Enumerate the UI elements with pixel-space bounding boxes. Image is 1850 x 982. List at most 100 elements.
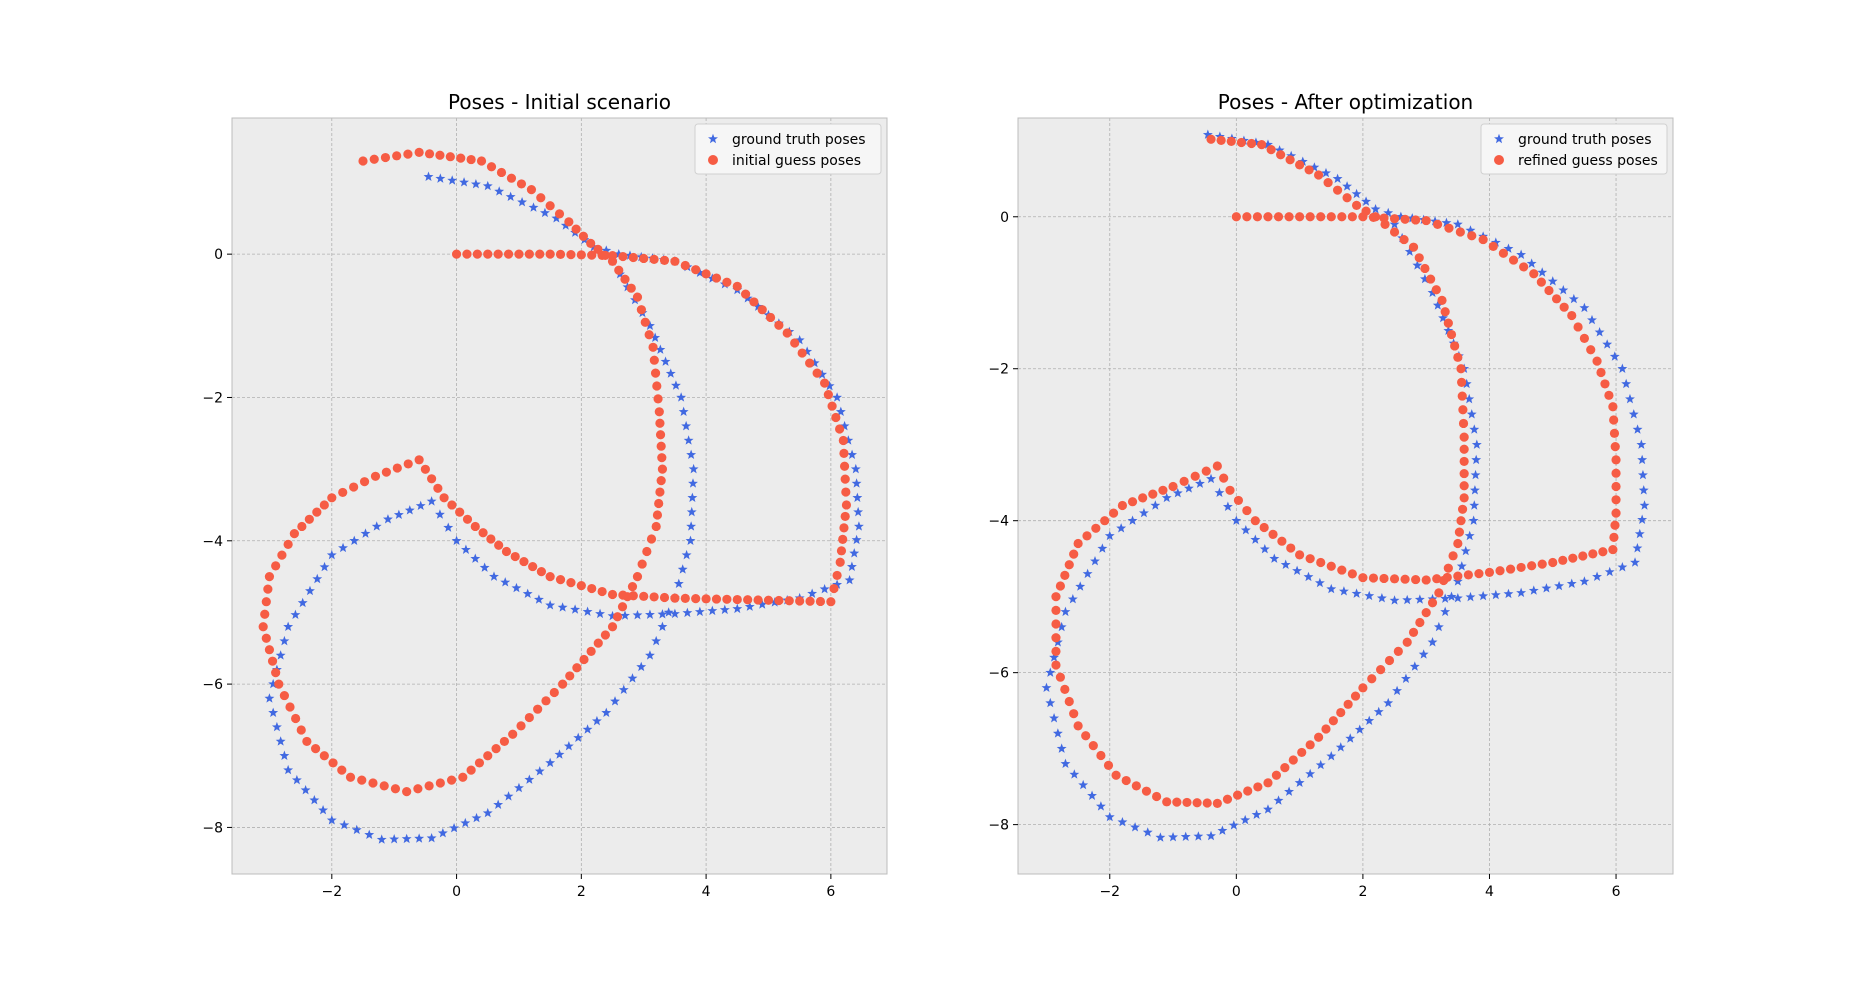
data-point <box>1225 485 1235 495</box>
data-point <box>1182 797 1192 808</box>
data-point <box>1326 751 1337 761</box>
data-point <box>1172 487 1183 498</box>
data-point <box>297 521 307 532</box>
data-point <box>636 305 646 315</box>
data-point <box>1409 661 1420 671</box>
data-point <box>506 173 517 183</box>
data-point <box>1251 137 1261 147</box>
data-point <box>578 231 589 241</box>
data-point <box>478 528 488 538</box>
data-point <box>1459 468 1469 479</box>
data-point <box>1332 185 1343 195</box>
data-point <box>1484 567 1495 577</box>
data-point <box>582 724 593 734</box>
data-point <box>685 535 696 545</box>
data-point <box>1095 801 1106 811</box>
data-point <box>1469 485 1480 495</box>
data-point <box>1192 798 1202 808</box>
data-point <box>732 281 742 291</box>
data-point <box>296 725 306 735</box>
data-point <box>470 521 480 532</box>
data-point <box>579 654 589 665</box>
data-point <box>663 607 674 617</box>
x-tick-label: 2 <box>1358 884 1367 900</box>
data-point <box>370 471 381 481</box>
data-point <box>534 766 545 776</box>
data-point <box>503 249 514 259</box>
data-point <box>528 561 538 572</box>
data-point <box>328 758 338 768</box>
data-point <box>1440 307 1450 317</box>
data-point <box>471 812 482 823</box>
data-point <box>838 435 848 446</box>
data-point <box>297 597 308 608</box>
data-point <box>671 380 681 390</box>
data-point <box>1455 227 1465 237</box>
data-point <box>1337 212 1347 222</box>
data-point <box>1127 497 1138 507</box>
data-point <box>1395 211 1406 221</box>
data-point <box>686 449 697 459</box>
data-point <box>1443 325 1454 335</box>
data-point <box>1090 556 1100 566</box>
data-point <box>680 260 690 271</box>
data-point <box>1379 573 1389 584</box>
data-point <box>516 721 526 731</box>
data-point <box>836 546 847 556</box>
data-point <box>447 500 457 510</box>
data-point <box>607 610 618 621</box>
data-point <box>835 406 846 417</box>
data-point <box>1465 225 1476 235</box>
data-point <box>591 715 602 726</box>
x-tick-label: 0 <box>1232 884 1241 900</box>
data-point <box>1316 212 1326 222</box>
data-point <box>831 412 841 423</box>
data-point <box>1257 139 1267 150</box>
data-point <box>364 829 375 839</box>
data-point <box>376 834 387 844</box>
data-point <box>1361 196 1372 206</box>
data-point <box>620 274 630 284</box>
data-point <box>840 474 850 484</box>
data-point <box>1408 242 1419 252</box>
data-point <box>1096 750 1106 761</box>
data-point <box>681 549 692 560</box>
data-point <box>722 594 732 604</box>
data-point <box>545 201 555 211</box>
data-point <box>1559 302 1569 312</box>
data-point <box>312 507 322 517</box>
data-point <box>1097 543 1108 553</box>
data-point <box>1179 476 1189 486</box>
data-point <box>1117 816 1128 827</box>
data-point <box>597 586 607 597</box>
data-point <box>554 209 565 219</box>
data-point <box>1454 527 1465 537</box>
data-point <box>1376 665 1386 675</box>
data-point <box>1566 578 1577 588</box>
data-point <box>572 663 582 673</box>
data-point <box>1604 566 1615 577</box>
data-point <box>426 496 437 506</box>
data-point <box>1268 529 1278 539</box>
data-point <box>435 150 445 160</box>
data-point <box>1303 571 1314 582</box>
data-point <box>645 609 655 619</box>
data-point <box>327 493 337 503</box>
data-point <box>652 381 662 391</box>
data-point <box>732 594 742 605</box>
data-point <box>757 305 767 315</box>
data-point <box>1453 538 1463 549</box>
data-point <box>1453 571 1463 581</box>
data-point <box>565 671 575 681</box>
data-point <box>1503 588 1514 599</box>
data-point <box>392 463 402 473</box>
data-point <box>1180 831 1191 841</box>
data-point <box>765 312 776 323</box>
data-point <box>460 544 471 554</box>
data-point <box>458 772 468 782</box>
data-point <box>1354 724 1365 734</box>
data-point <box>1437 295 1447 305</box>
data-point <box>707 605 718 616</box>
data-point <box>1444 223 1454 233</box>
x-tick-label: −2 <box>1099 884 1120 900</box>
